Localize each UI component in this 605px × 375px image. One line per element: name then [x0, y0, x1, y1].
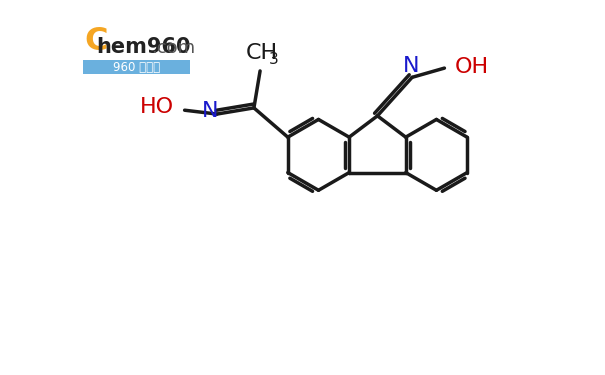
Text: C: C	[85, 26, 108, 57]
Text: N: N	[403, 56, 419, 76]
Text: 960 化工网: 960 化工网	[113, 61, 160, 74]
Text: N: N	[202, 101, 218, 121]
Text: HO: HO	[140, 97, 174, 117]
Text: hem960: hem960	[96, 38, 191, 57]
Text: .com: .com	[151, 39, 195, 57]
Text: OH: OH	[455, 57, 489, 76]
FancyBboxPatch shape	[83, 60, 189, 74]
Text: CH: CH	[246, 43, 278, 63]
Text: 3: 3	[269, 52, 279, 67]
